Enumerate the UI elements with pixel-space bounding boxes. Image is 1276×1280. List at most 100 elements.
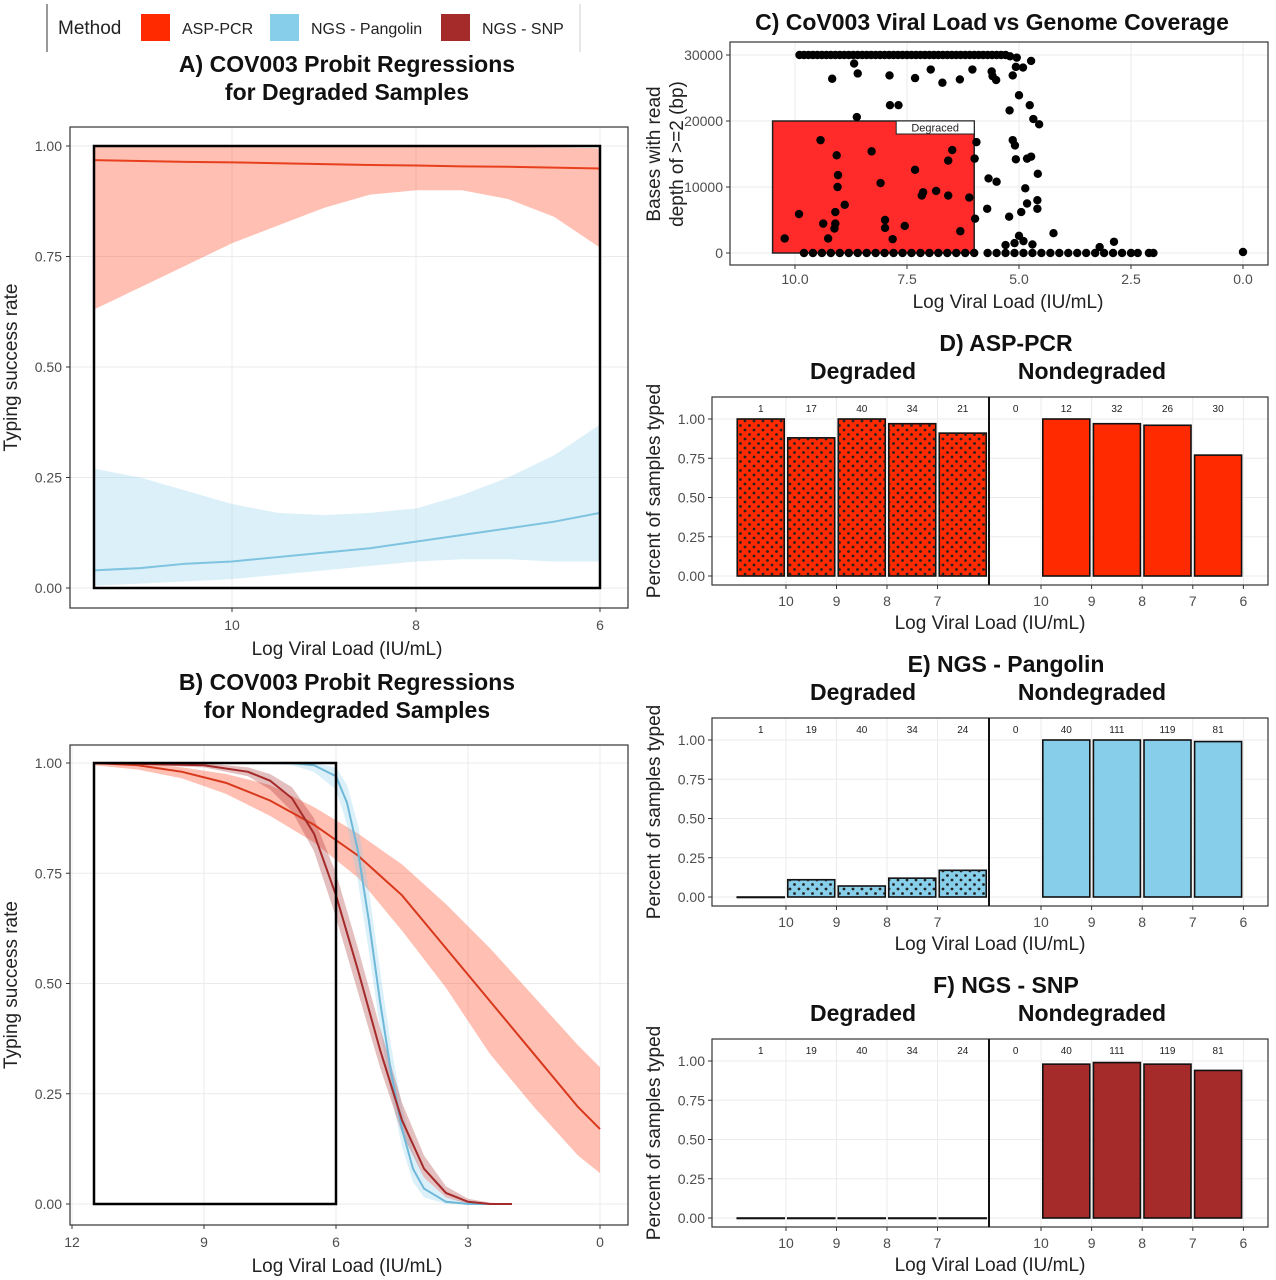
x-tick-label: 8 bbox=[883, 914, 891, 930]
y-tick-label: 0.00 bbox=[678, 1210, 705, 1226]
data-point bbox=[1082, 248, 1091, 258]
bar-dot-pattern bbox=[888, 423, 936, 576]
data-point bbox=[916, 248, 925, 258]
data-point bbox=[1108, 248, 1118, 258]
data-point bbox=[833, 182, 842, 192]
chart-title: C) CoV003 Viral Load vs Genome Coverage bbox=[755, 9, 1229, 35]
y-tick-label: 0.25 bbox=[35, 470, 62, 486]
x-axis-label: Log Viral Load (IU/mL) bbox=[895, 1255, 1086, 1276]
bar-dot-pattern bbox=[787, 437, 835, 576]
data-point bbox=[827, 74, 837, 83]
facet-label: Degraded bbox=[810, 679, 916, 705]
x-tick-label: 8 bbox=[883, 1235, 891, 1251]
sample-count-label: 40 bbox=[856, 404, 868, 415]
bar-nondegraded bbox=[1042, 1063, 1091, 1219]
chart-title: E) NGS - Pangolin bbox=[908, 651, 1105, 677]
plot-border bbox=[729, 41, 1269, 266]
highlight-box bbox=[92, 761, 338, 1206]
y-tick-label: 20000 bbox=[684, 113, 723, 129]
data-point bbox=[1005, 52, 1015, 61]
x-tick-label: 10 bbox=[1033, 593, 1049, 609]
data-point bbox=[1019, 248, 1028, 258]
sample-count-label: 1 bbox=[758, 1046, 764, 1057]
y-tick-label: 1.00 bbox=[678, 411, 705, 427]
data-point bbox=[831, 207, 840, 217]
data-point bbox=[970, 214, 980, 223]
plot-border bbox=[69, 744, 629, 1226]
bar-nondegraded bbox=[1193, 740, 1243, 898]
chart-title: F) NGS - SNP bbox=[933, 972, 1079, 998]
data-point bbox=[1033, 169, 1043, 178]
sample-count-label: 30 bbox=[1213, 404, 1225, 415]
x-tick-label: 9 bbox=[833, 914, 841, 930]
data-point bbox=[1011, 155, 1021, 164]
data-point bbox=[1010, 141, 1020, 150]
data-point bbox=[1117, 248, 1127, 258]
y-tick-label: 0.00 bbox=[678, 568, 705, 584]
chart-title-line2: for Nondegraded Samples bbox=[204, 697, 490, 723]
x-tick-label: 3 bbox=[464, 1234, 472, 1250]
sample-count-label: 26 bbox=[1162, 404, 1174, 415]
y-tick-label: 1.00 bbox=[678, 1053, 705, 1069]
data-point bbox=[852, 112, 862, 122]
x-axis-label: Log Viral Load (IU/mL) bbox=[895, 613, 1086, 634]
data-point bbox=[1238, 247, 1248, 257]
bar-dot-pattern bbox=[888, 878, 936, 897]
data-point bbox=[1037, 248, 1046, 258]
bar-degraded bbox=[736, 1217, 786, 1220]
degraded-region bbox=[771, 120, 975, 254]
data-point bbox=[910, 165, 920, 175]
bar-dot-pattern bbox=[737, 419, 785, 576]
facet-label: Degraded bbox=[810, 1000, 916, 1026]
y-axis-label: Typing success rate bbox=[1, 284, 22, 452]
highlight-box bbox=[92, 144, 602, 590]
x-tick-label: 7.5 bbox=[897, 271, 917, 287]
data-point bbox=[1001, 248, 1010, 258]
data-point bbox=[1010, 248, 1019, 258]
data-point bbox=[835, 248, 844, 258]
sample-count-label: 40 bbox=[1061, 1046, 1073, 1057]
data-point bbox=[972, 137, 981, 147]
data-point bbox=[816, 135, 825, 145]
data-point bbox=[862, 248, 871, 258]
x-tick-label: 7 bbox=[1189, 1235, 1197, 1251]
data-point bbox=[1010, 238, 1019, 248]
legend-label: NGS - SNP bbox=[482, 21, 564, 38]
chart-title-line2: for Degraded Samples bbox=[225, 79, 469, 105]
facet-label: Nondegraded bbox=[1018, 679, 1166, 705]
x-tick-label: 5.0 bbox=[1009, 271, 1029, 287]
confidence-band bbox=[94, 763, 600, 1174]
data-point bbox=[1049, 229, 1058, 238]
sample-count-label: 34 bbox=[907, 404, 919, 415]
x-tick-label: 2.5 bbox=[1121, 271, 1141, 287]
x-tick-label: 9 bbox=[1088, 593, 1096, 609]
data-point bbox=[1034, 120, 1044, 129]
data-point bbox=[819, 219, 828, 228]
y-tick-label: 0.75 bbox=[35, 865, 62, 881]
data-point bbox=[1005, 106, 1014, 115]
x-tick-label: 8 bbox=[1138, 593, 1146, 609]
legend: Method ASP-PCR NGS - Pangolin NGS - SNP bbox=[46, 4, 581, 52]
data-point bbox=[885, 100, 895, 110]
data-point bbox=[983, 248, 992, 258]
y-tick-label: 1.00 bbox=[35, 755, 62, 771]
bar-nondegraded bbox=[1092, 422, 1142, 577]
y-tick-label: 0.50 bbox=[678, 490, 705, 506]
sample-count-label: 12 bbox=[1061, 404, 1073, 415]
data-point bbox=[888, 234, 897, 244]
data-point bbox=[880, 248, 889, 258]
x-tick-label: 6 bbox=[1240, 1235, 1248, 1251]
sample-count-label: 1 bbox=[758, 725, 764, 736]
sample-count-label: 32 bbox=[1111, 404, 1123, 415]
x-axis-label: Log Viral Load (IU/mL) bbox=[252, 639, 443, 660]
x-tick-label: 7 bbox=[934, 1235, 942, 1251]
bar-nondegraded bbox=[1143, 1063, 1192, 1219]
data-point bbox=[780, 234, 789, 243]
data-point bbox=[1022, 154, 1032, 163]
fit-line-ngs-snp bbox=[93, 762, 512, 1205]
x-tick-label: 12 bbox=[64, 1234, 80, 1250]
sample-count-label: 40 bbox=[856, 725, 868, 736]
data-point bbox=[970, 154, 979, 163]
